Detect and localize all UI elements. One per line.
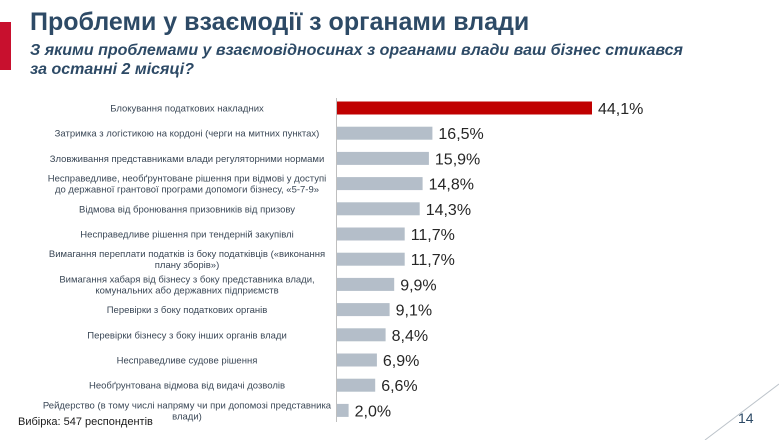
category-label: Блокування податкових накладних xyxy=(110,104,264,115)
data-label: 11,7% xyxy=(411,227,455,244)
sample-footnote: Вибірка: 547 респондентів xyxy=(18,416,153,428)
bar xyxy=(337,252,405,266)
data-label: 9,9% xyxy=(400,277,436,294)
page-number: 14 xyxy=(738,410,754,426)
data-label: 14,3% xyxy=(426,202,471,219)
category-label: Перевірки бізнесу з боку інших органів в… xyxy=(87,330,287,341)
data-label: 8,4% xyxy=(392,328,428,345)
title-accent-bar xyxy=(0,22,11,70)
category-label: Несправедливе, необґрунтоване рішення пр… xyxy=(48,174,326,196)
bar xyxy=(337,202,420,216)
category-label: Зловживання представниками влади регулят… xyxy=(50,154,325,165)
bar xyxy=(337,126,433,140)
data-label: 6,6% xyxy=(381,378,417,395)
data-label: 15,9% xyxy=(435,151,480,168)
page-title: Проблеми у взаємодії з органами влади xyxy=(30,8,530,36)
data-label: 14,8% xyxy=(429,177,474,194)
category-label: Необґрунтована відмова від видачі дозвол… xyxy=(89,381,285,392)
category-label: Рейдерство (в тому числі напряму чи при … xyxy=(43,400,332,422)
category-label: Несправедливе судове рішення xyxy=(117,356,258,367)
bar xyxy=(337,303,390,317)
data-label: 6,9% xyxy=(383,353,419,370)
category-label: Вимагання хабаря від бізнесу з боку пред… xyxy=(59,274,314,296)
bar xyxy=(337,277,395,291)
bar xyxy=(337,101,592,115)
bar xyxy=(337,177,423,191)
bar xyxy=(337,151,429,165)
bar xyxy=(337,353,377,367)
category-label: Затримка з логістикою на кордоні (черги … xyxy=(55,129,320,140)
data-label: 9,1% xyxy=(396,303,432,320)
bar xyxy=(337,328,386,342)
bar xyxy=(337,378,376,392)
data-label: 44,1% xyxy=(598,101,643,118)
category-label: Несправедливе рішення при тендерній заку… xyxy=(80,230,293,241)
bar xyxy=(337,227,405,241)
category-label: Вимагання переплати податків із боку под… xyxy=(49,249,325,271)
data-label: 16,5% xyxy=(438,126,483,143)
page-subtitle: З якими проблемами у взаємовідносинах з … xyxy=(30,42,683,78)
data-label: 11,7% xyxy=(411,252,455,269)
category-label: Перевірки з боку податкових органів xyxy=(107,305,268,316)
data-label: 2,0% xyxy=(355,403,391,420)
category-label: Відмова від бронювання призовників від п… xyxy=(79,204,295,215)
bar xyxy=(337,403,349,417)
